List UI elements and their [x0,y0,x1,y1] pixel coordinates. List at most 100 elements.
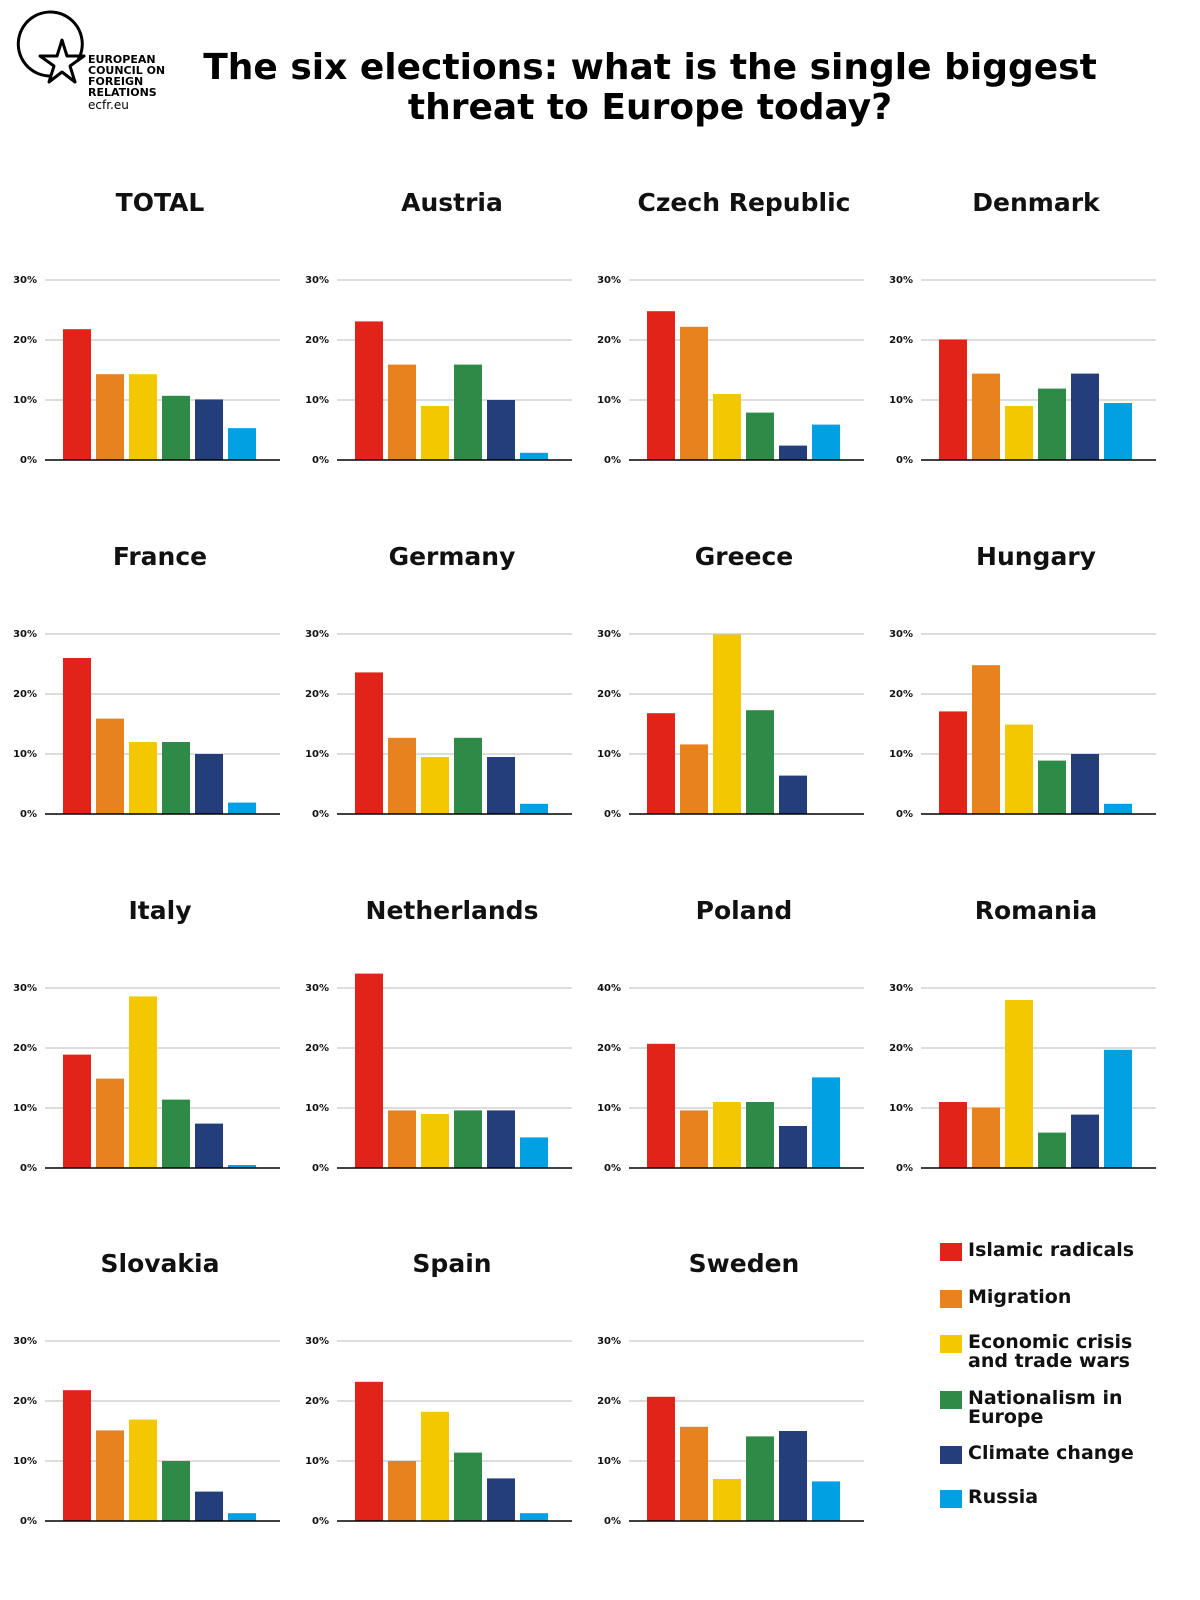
y-tick-label: 10% [597,1103,621,1114]
bar [680,1426,708,1521]
bar [421,757,449,814]
bar [195,399,223,460]
y-tick-label: 30% [889,275,913,286]
bar [388,737,416,814]
y-tick-label: 10% [889,395,913,406]
y-tick-label: 0% [896,809,913,820]
bar [680,744,708,814]
bar [129,742,157,814]
bar [746,710,774,814]
bar [195,1123,223,1168]
bar [195,1491,223,1521]
panel-title: Italy [129,896,192,925]
y-tick-label: 10% [305,395,329,406]
y-tick-label: 0% [20,455,37,466]
bar [63,329,91,460]
legend-item: Migration [940,1288,1138,1308]
legend-swatch [940,1490,962,1508]
legend-swatch [940,1290,962,1308]
legend-swatch [940,1391,962,1409]
logo-url: ecfr.eu [88,98,129,112]
panel-title: TOTAL [116,188,205,217]
panel-title: Austria [401,188,503,217]
bar [1005,406,1033,460]
panel-title: Romania [975,896,1098,925]
bar [939,339,967,460]
y-tick-label: 40% [597,983,621,994]
bar [454,1110,482,1168]
bar [647,311,675,460]
bar [1071,373,1099,460]
y-tick-label: 30% [305,1336,329,1347]
y-tick-label: 10% [13,1456,37,1467]
y-tick-label: 30% [305,275,329,286]
bar [228,802,256,814]
panel-title: Poland [696,896,793,925]
legend-swatch [940,1335,962,1353]
bar [812,424,840,460]
panel-title: Germany [389,542,516,571]
y-tick-label: 0% [604,809,621,820]
y-tick-label: 20% [597,1396,621,1407]
bar [487,1110,515,1168]
bar [779,775,807,814]
bar [421,406,449,460]
y-tick-label: 10% [13,1103,37,1114]
bar [647,1043,675,1168]
y-tick-label: 10% [305,1456,329,1467]
y-tick-label: 0% [312,1516,329,1527]
bar [162,742,190,814]
y-tick-label: 30% [13,983,37,994]
bar [939,1102,967,1168]
y-tick-label: 20% [305,689,329,700]
y-tick-label: 30% [889,629,913,640]
bar [96,1078,124,1168]
bar [96,718,124,814]
y-tick-label: 20% [13,689,37,700]
bar [63,658,91,814]
panel-title: Hungary [976,542,1096,571]
panel-title: Slovakia [101,1249,220,1278]
bar [129,1419,157,1521]
bar [487,1478,515,1521]
bar [812,1077,840,1168]
bar [939,711,967,814]
bar [129,996,157,1168]
legend-item: Climate change [940,1444,1138,1464]
bar [355,321,383,460]
y-tick-label: 10% [597,1456,621,1467]
legend-swatch [940,1446,962,1464]
bar [680,1110,708,1168]
main-title: The six elections: what is the single bi… [203,47,1097,128]
y-tick-label: 10% [889,1103,913,1114]
y-tick-label: 0% [312,1163,329,1174]
bar [713,1479,741,1521]
bar [746,1102,774,1168]
bar [1038,1132,1066,1168]
bar [487,757,515,814]
bar [520,803,548,814]
y-tick-label: 10% [305,1103,329,1114]
bar [713,1102,741,1168]
legend-label: Islamic radicals [968,1239,1135,1261]
y-tick-label: 30% [13,629,37,640]
bar [1071,1114,1099,1168]
y-tick-label: 0% [896,455,913,466]
y-tick-label: 20% [597,335,621,346]
bar [195,754,223,814]
bar [421,1411,449,1521]
logo-name: EUROPEAN COUNCIL ON FOREIGN RELATIONS [88,53,166,99]
y-tick-label: 0% [312,809,329,820]
bar [520,452,548,460]
bar [520,1137,548,1168]
bar [647,1396,675,1521]
y-tick-label: 30% [597,275,621,286]
bar [972,373,1000,460]
legend-swatch [940,1243,962,1261]
legend-label: Migration [968,1286,1072,1308]
bar [162,1099,190,1168]
y-tick-label: 10% [13,395,37,406]
y-tick-label: 20% [13,335,37,346]
bar [355,1381,383,1521]
